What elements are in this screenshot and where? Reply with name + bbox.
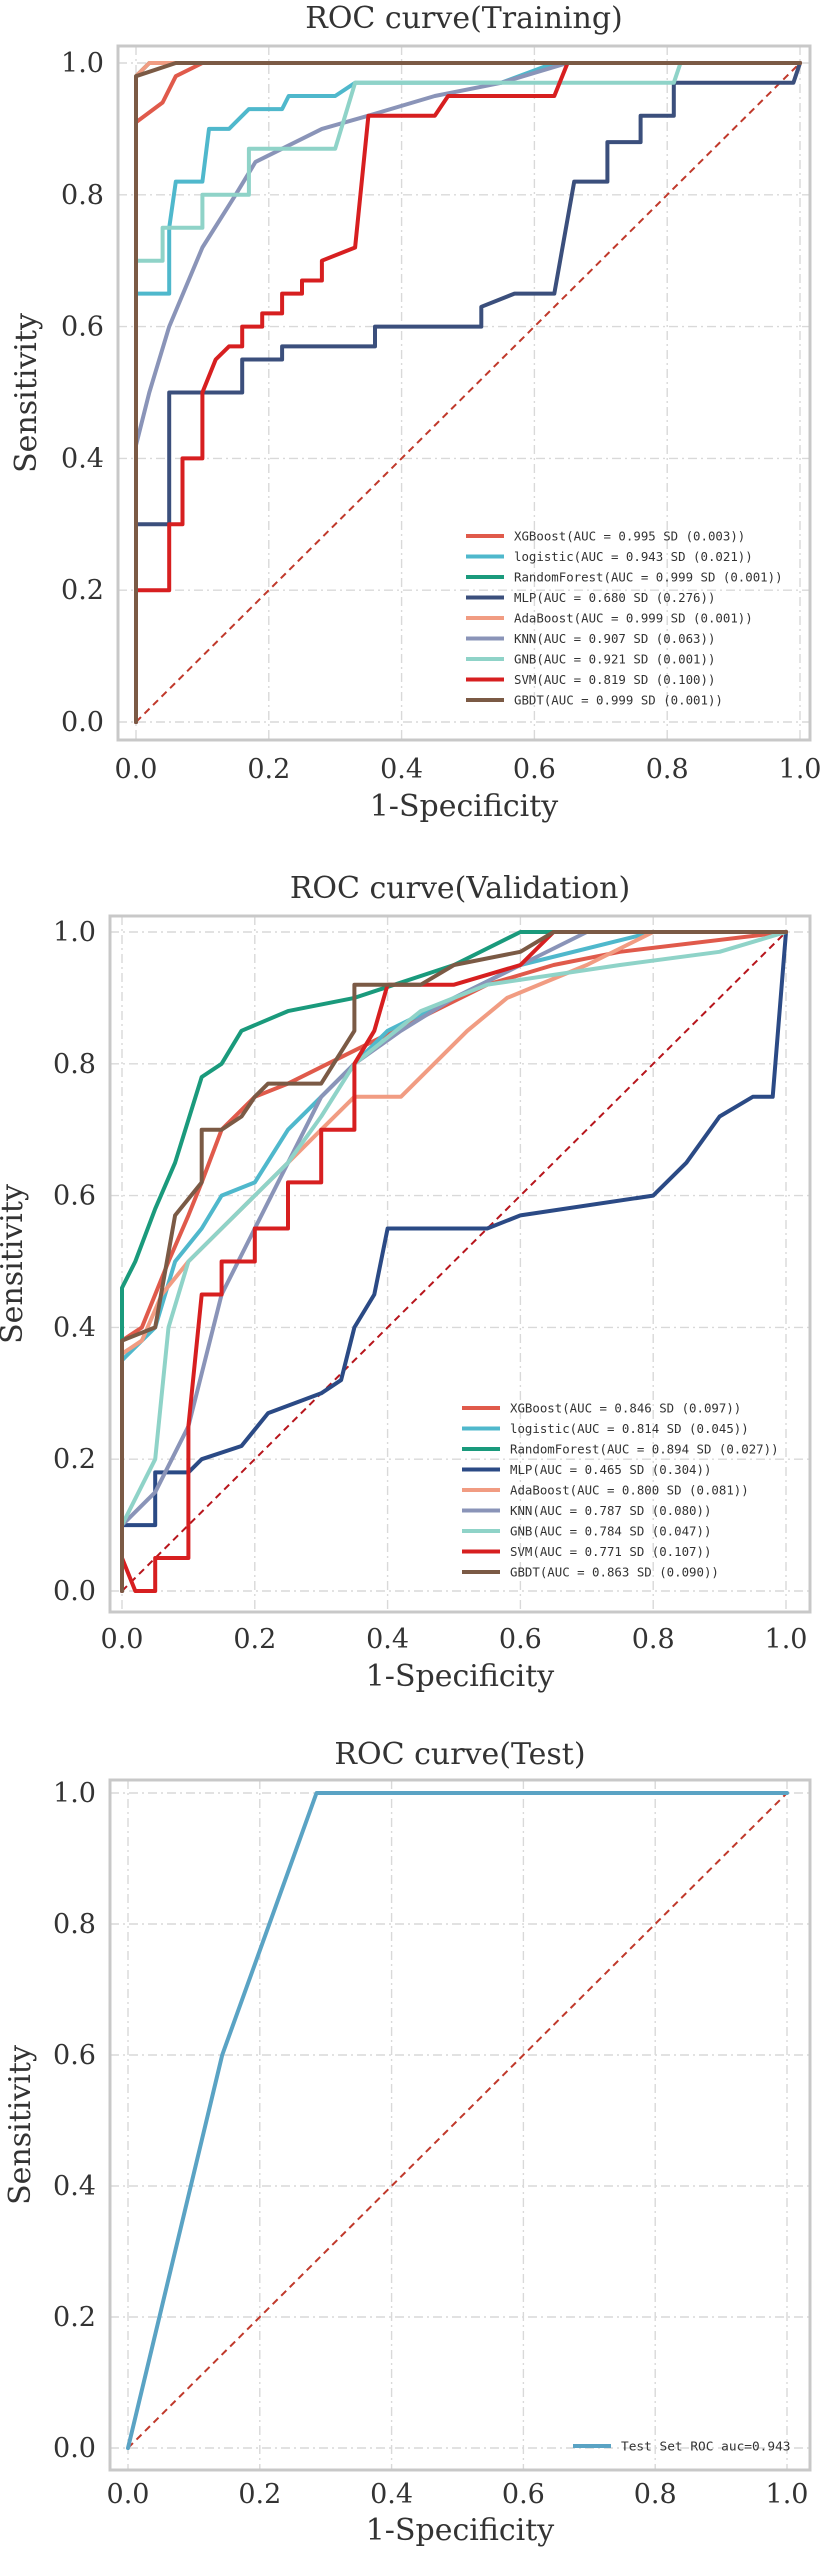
x-tick-label: 1.0: [779, 754, 821, 785]
legend-label: Test Set ROC auc=0.943: [621, 2440, 791, 2455]
y-tick-label: 0.4: [53, 2171, 96, 2202]
y-axis-label: Sensitivity: [3, 2045, 38, 2205]
legend: XGBoost(AUC = 0.995 SD (0.003)) logistic(…: [466, 529, 783, 708]
x-axis-label: 1-Specificity: [366, 2513, 555, 2548]
y-tick-label: 0.8: [53, 1909, 96, 1940]
y-axis-label: Sensitivity: [0, 1184, 30, 1344]
y-tick-label: 0.8: [61, 180, 104, 211]
legend: Test Set ROC auc=0.943: [573, 2440, 791, 2455]
chart-training: 0.0 0.2 0.4 0.6 0.8 1.0 0.0 0.2 0.4 0.6 0.8 1.0 ROC …: [9, 1, 821, 824]
plot-area: [110, 1780, 810, 2470]
legend-label: KNN(AUC = 0.907 SD (0.063)): [514, 631, 715, 646]
x-tick-label: 0.4: [380, 754, 423, 785]
legend-label: SVM(AUC = 0.771 SD (0.107)): [510, 1544, 711, 1559]
legend: XGBoost(AUC = 0.846 SD (0.097)) logistic(…: [462, 1401, 779, 1580]
x-tick-label: 0.2: [238, 2479, 281, 2510]
y-tick-label: 0.0: [53, 1576, 96, 1607]
y-tick-label: 0.0: [61, 707, 104, 738]
roc-curve-svm: [134, 61, 802, 724]
y-tick-label: 0.0: [53, 2433, 96, 2464]
legend-label: logistic(AUC = 0.814 SD (0.045)): [510, 1421, 749, 1436]
x-axis-label: 1-Specificity: [370, 789, 559, 824]
x-tick-label: 0.0: [115, 754, 158, 785]
legend-label: GBDT(AUC = 0.863 SD (0.090)): [510, 1565, 719, 1580]
roc-curve-gnb: [120, 930, 788, 1593]
y-tick-label: 0.8: [53, 1049, 96, 1080]
y-tick-label: 0.2: [53, 2302, 96, 2333]
legend-label: AdaBoost(AUC = 0.800 SD (0.081)): [510, 1483, 749, 1498]
plot-frame: [116, 44, 812, 742]
chart-title: ROC curve(Validation): [290, 871, 630, 906]
y-axis-label: Sensitivity: [9, 313, 44, 473]
roc-curve-gbdt: [134, 61, 802, 724]
plot-frame: [108, 1778, 812, 2472]
y-tick-label: 0.4: [53, 1312, 96, 1343]
y-tick-label: 0.2: [61, 575, 104, 606]
y-tick-label: 1.0: [53, 1778, 96, 1809]
roc-curve-test-set: [126, 1791, 789, 2450]
roc-curve-xgboost: [120, 930, 788, 1593]
x-tick-label: 1.0: [766, 2479, 809, 2510]
x-tick-label: 0.2: [233, 1624, 276, 1655]
chart-title: ROC curve(Training): [305, 1, 623, 36]
y-tick-label: 0.4: [61, 443, 104, 474]
x-tick-label: 0.0: [101, 1624, 144, 1655]
legend-label: XGBoost(AUC = 0.995 SD (0.003)): [514, 529, 745, 544]
x-tick-label: 0.0: [107, 2479, 150, 2510]
legend-label: MLP(AUC = 0.465 SD (0.304)): [510, 1462, 711, 1477]
legend-label: XGBoost(AUC = 0.846 SD (0.097)): [510, 1401, 741, 1416]
legend-label: AdaBoost(AUC = 0.999 SD (0.001)): [514, 611, 753, 626]
x-tick-label: 0.8: [632, 1624, 675, 1655]
legend-label: logistic(AUC = 0.943 SD (0.021)): [514, 549, 753, 564]
legend-label: MLP(AUC = 0.680 SD (0.276)): [514, 590, 715, 605]
plot-frame: [108, 914, 812, 1614]
chart-title: ROC curve(Test): [334, 1737, 585, 1772]
y-tick-label: 0.2: [53, 1444, 96, 1475]
y-tick-label: 0.6: [61, 312, 104, 343]
x-tick-label: 0.2: [247, 754, 290, 785]
legend-label: GBDT(AUC = 0.999 SD (0.001)): [514, 693, 723, 708]
y-tick-label: 0.6: [53, 2040, 96, 2071]
x-tick-label: 1.0: [765, 1624, 808, 1655]
x-tick-label: 0.6: [502, 2479, 545, 2510]
x-tick-label: 0.8: [646, 754, 689, 785]
y-tick-label: 1.0: [53, 917, 96, 948]
x-tick-label: 0.6: [499, 1624, 542, 1655]
roc-curve-gbdt: [120, 930, 788, 1593]
legend-label: RandomForest(AUC = 0.999 SD (0.001)): [514, 570, 783, 585]
x-tick-label: 0.4: [366, 1624, 409, 1655]
legend-label: RandomForest(AUC = 0.894 SD (0.027)): [510, 1442, 779, 1457]
x-tick-label: 0.6: [513, 754, 556, 785]
roc-curve-mlp: [134, 61, 802, 724]
legend-label: KNN(AUC = 0.787 SD (0.080)): [510, 1503, 711, 1518]
x-tick-label: 0.4: [370, 2479, 413, 2510]
roc-curve-gnb: [134, 61, 802, 724]
chart-test: 0.0 0.2 0.4 0.6 0.8 1.0 0.0 0.2 0.4 0.6 0.8 1.0 ROC …: [3, 1737, 812, 2548]
legend-label: GNB(AUC = 0.784 SD (0.047)): [510, 1524, 711, 1539]
chance-diagonal-line: [127, 1792, 788, 2449]
chart-validation: 0.0 0.2 0.4 0.6 0.8 1.0 0.0 0.2 0.4 0.6 0.8 1.0 ROC …: [0, 871, 812, 1694]
plot-area: [110, 916, 810, 1612]
legend-label: SVM(AUC = 0.819 SD (0.100)): [514, 672, 715, 687]
y-tick-label: 0.6: [53, 1181, 96, 1212]
x-axis-label: 1-Specificity: [366, 1659, 555, 1694]
roc-curve-knn: [120, 930, 788, 1593]
legend-label: GNB(AUC = 0.921 SD (0.001)): [514, 652, 715, 667]
x-tick-label: 0.8: [634, 2479, 677, 2510]
y-tick-label: 1.0: [61, 48, 104, 79]
